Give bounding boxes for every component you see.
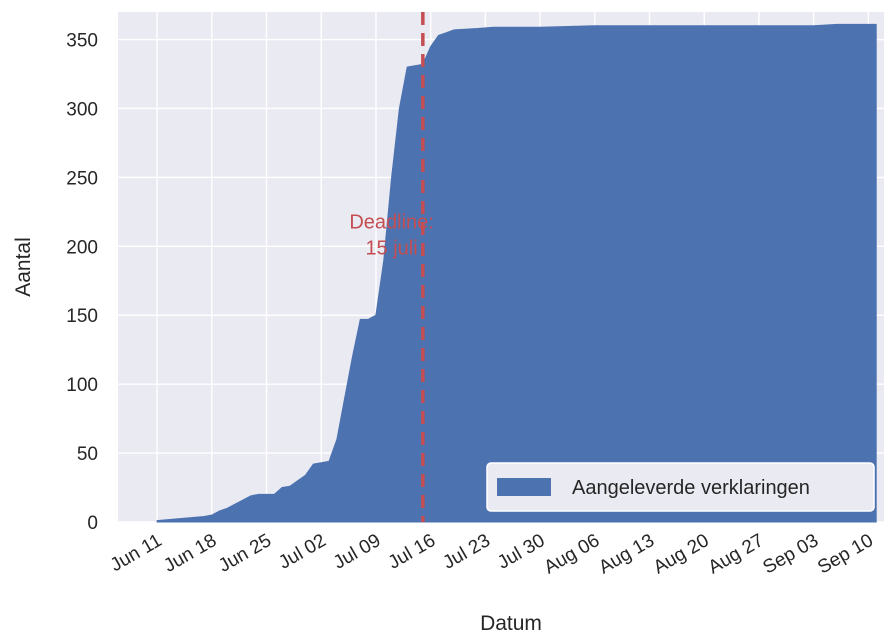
- y-tick-label: 0: [87, 513, 98, 534]
- x-tick-label: Jul 09: [330, 530, 384, 574]
- y-tick-label: 350: [66, 31, 98, 52]
- x-tick-label: Jun 11: [107, 530, 166, 576]
- annotations: Deadline: 15 juli: [349, 12, 434, 522]
- y-tick-label: 150: [66, 306, 98, 327]
- deadline-annotation-line: Deadline:: [349, 212, 434, 234]
- deadline-annotation: Deadline: 15 juli: [349, 212, 434, 260]
- legend-box: [486, 462, 875, 512]
- legend-entry-label: Aangeleverde verklaringen: [572, 477, 810, 499]
- y-axis-label: Aantal: [12, 237, 35, 297]
- x-tick-label: Sep 10: [814, 530, 877, 578]
- deadline-annotation-line: 15 juli: [365, 238, 417, 260]
- y-tick-label: 200: [66, 237, 98, 258]
- y-tick-label: 50: [77, 444, 98, 465]
- x-tick-label: Aug 27: [705, 530, 768, 578]
- x-tick-label: Aug 13: [595, 530, 658, 578]
- x-tick-label: Jul 02: [275, 530, 329, 574]
- x-tick-label: Aug 20: [650, 530, 713, 578]
- y-axis-ticks: 0 50 100 150 200 250 300 350: [66, 31, 98, 534]
- area-series-fill: [156, 23, 877, 523]
- y-tick-label: 300: [66, 99, 98, 120]
- area-series: [156, 23, 877, 523]
- legend: Aangeleverde verklaringen: [486, 462, 875, 512]
- legend-swatch: [497, 478, 551, 496]
- x-tick-label: Jun 25: [215, 530, 275, 577]
- y-tick-label: 100: [66, 375, 98, 396]
- x-tick-label: Aug 06: [541, 530, 604, 578]
- x-tick-label: Jul 23: [439, 530, 493, 574]
- x-tick-label: Jul 30: [494, 530, 548, 574]
- y-tick-label: 250: [66, 168, 98, 189]
- x-tick-label: Jul 16: [385, 530, 439, 574]
- x-axis-label: Datum: [480, 612, 542, 635]
- x-tick-label: Jun 18: [160, 530, 220, 577]
- x-tick-label: Sep 03: [759, 530, 822, 578]
